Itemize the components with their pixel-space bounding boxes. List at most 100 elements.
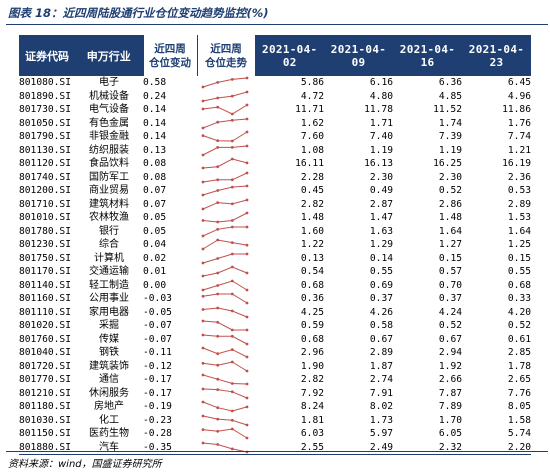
sparkline-point — [216, 378, 220, 381]
figure-title: 图表 18：近四周陆股通行业仓位变动趋势监控(%) — [8, 6, 269, 20]
industry-name: 采掘 — [99, 320, 119, 331]
position-value-date-4: 1.53 — [507, 212, 531, 223]
security-code: 801200.SI — [19, 185, 71, 196]
sparkline-chart — [201, 90, 249, 103]
sparkline-chart — [201, 400, 249, 413]
header-industry[interactable]: 申万行业 — [75, 35, 143, 76]
sparkline-line — [202, 293, 248, 304]
position-value-date-2: 6.16 — [369, 77, 393, 88]
trend-sparkline — [197, 252, 255, 266]
position-value-date-4: 0.15 — [507, 252, 531, 264]
table-header-row: 证券代码 申万行业 近四周 仓位变动 近四周 仓位走势 2021-04-02 2… — [19, 35, 531, 76]
sparkline-point — [201, 373, 205, 377]
security-code: 801120.SI — [19, 158, 71, 169]
table-row: 801040.SI 钢铁 -0.11 2.96 2.89 2.94 2.85 — [19, 346, 531, 360]
position-value-date-2: 0.37 — [369, 293, 393, 304]
sparkline-point — [245, 184, 249, 188]
position-value-date-3: 1.70 — [438, 414, 462, 426]
position-value-date-1: 8.24 — [300, 401, 324, 412]
header-date-4[interactable]: 2021-04-23 — [462, 35, 531, 76]
position-value-date-1: 1.08 — [300, 144, 324, 156]
position-value-date-3: 0.57 — [438, 266, 462, 277]
sparkline-point — [216, 283, 220, 287]
header-change[interactable]: 近四周 仓位变动 — [142, 35, 198, 76]
sparkline-point — [230, 447, 234, 451]
industry-name: 休闲服务 — [89, 387, 129, 399]
position-value-date-2: 16.13 — [364, 158, 393, 169]
sparkline-point — [230, 409, 234, 413]
position-value-date-4: 2.20 — [462, 440, 531, 455]
trend-sparkline — [197, 360, 255, 374]
position-value-date-2: 7.91 — [369, 387, 393, 399]
sparkline-point — [230, 145, 234, 149]
security-code: 801750.SI — [19, 252, 71, 264]
position-value-date-4: 2.36 — [507, 171, 531, 183]
sparkline-point — [201, 307, 205, 311]
sparkline-chart — [201, 333, 249, 346]
security-code: 801880.SI — [19, 440, 75, 455]
security-code: 801790.SI — [19, 131, 71, 142]
sparkline-point — [201, 414, 205, 418]
trend-sparkline — [197, 117, 255, 131]
sparkline-point — [245, 315, 249, 319]
header-date-1[interactable]: 2021-04-02 — [255, 35, 324, 76]
position-value-date-1: 4.72 — [300, 90, 324, 102]
industry-name: 化工 — [99, 414, 119, 426]
industry-name: 国防军工 — [89, 171, 129, 183]
sparkline-line — [202, 172, 248, 183]
sparkline-point — [201, 247, 205, 251]
sparkline-point — [216, 120, 220, 124]
header-date-3[interactable]: 2021-04-16 — [393, 35, 462, 76]
position-change-table: 证券代码 申万行业 近四周 仓位变动 近四周 仓位走势 2021-04-02 2… — [19, 35, 531, 455]
position-change: -0.05 — [143, 306, 172, 318]
position-value-date-2: 0.55 — [369, 266, 393, 277]
header-code[interactable]: 证券代码 — [19, 35, 75, 76]
position-value-date-3: 6.36 — [438, 77, 462, 88]
trend-sparkline — [197, 306, 255, 320]
header-trend[interactable]: 近四周 仓位走势 — [196, 35, 256, 76]
title-divider — [6, 24, 548, 25]
position-value-date-3: 7.89 — [438, 401, 462, 412]
position-value-date-1: 1.60 — [300, 225, 324, 237]
position-value-date-1: 1.90 — [300, 360, 324, 372]
trend-sparkline — [197, 346, 255, 360]
position-value-date-3: 6.05 — [438, 428, 462, 439]
position-change: -0.17 — [143, 387, 172, 399]
position-value-date-3: 0.70 — [438, 279, 462, 291]
position-value-date-2: 1.73 — [369, 414, 393, 426]
sparkline-chart — [201, 252, 249, 265]
industry-name: 银行 — [99, 225, 119, 237]
position-value-date-3: 1.27 — [438, 239, 462, 250]
position-change: 0.07 — [143, 185, 167, 196]
position-value-date-1: 2.28 — [300, 171, 324, 183]
sparkline-chart — [201, 387, 249, 400]
trend-sparkline — [197, 414, 255, 428]
table-body: 801080.SI 电子 0.58 5.86 6.16 6.36 6.45 801890.SI… — [19, 76, 531, 455]
position-change: 0.13 — [143, 144, 167, 156]
table-row: 801780.SI 银行 0.05 1.60 1.63 1.64 1.64 — [19, 225, 531, 239]
table-row: 801130.SI 纺织服装 0.13 1.08 1.19 1.19 1.21 — [19, 144, 531, 158]
position-value-date-1: 2.55 — [255, 440, 324, 455]
sparkline-line — [202, 199, 248, 210]
sparkline-point — [201, 99, 205, 103]
header-date-2[interactable]: 2021-04-09 — [324, 35, 393, 76]
table-row: 801750.SI 计算机 0.02 0.13 0.14 0.15 0.15 — [19, 252, 531, 266]
sparkline-point — [245, 76, 249, 80]
trend-sparkline — [197, 387, 255, 401]
position-value-date-3: 2.66 — [438, 374, 462, 385]
sparkline-point — [230, 252, 234, 256]
table-row: 801170.SI 交通运输 0.01 0.54 0.55 0.57 0.55 — [19, 265, 531, 279]
position-value-date-4: 1.58 — [507, 414, 531, 426]
sparkline-point — [230, 360, 234, 364]
position-value-date-3: 0.15 — [438, 252, 462, 264]
trend-sparkline — [197, 144, 255, 158]
position-value-date-2: 1.87 — [369, 360, 393, 372]
sparkline-point — [201, 295, 205, 298]
sparkline-point — [201, 428, 205, 432]
position-value-date-1: 0.59 — [300, 320, 324, 331]
sparkline-chart — [201, 279, 249, 292]
sparkline-point — [201, 219, 205, 223]
position-value-date-4: 7.74 — [507, 131, 531, 142]
sparkline-point — [230, 292, 234, 296]
sparkline-line — [202, 415, 248, 426]
